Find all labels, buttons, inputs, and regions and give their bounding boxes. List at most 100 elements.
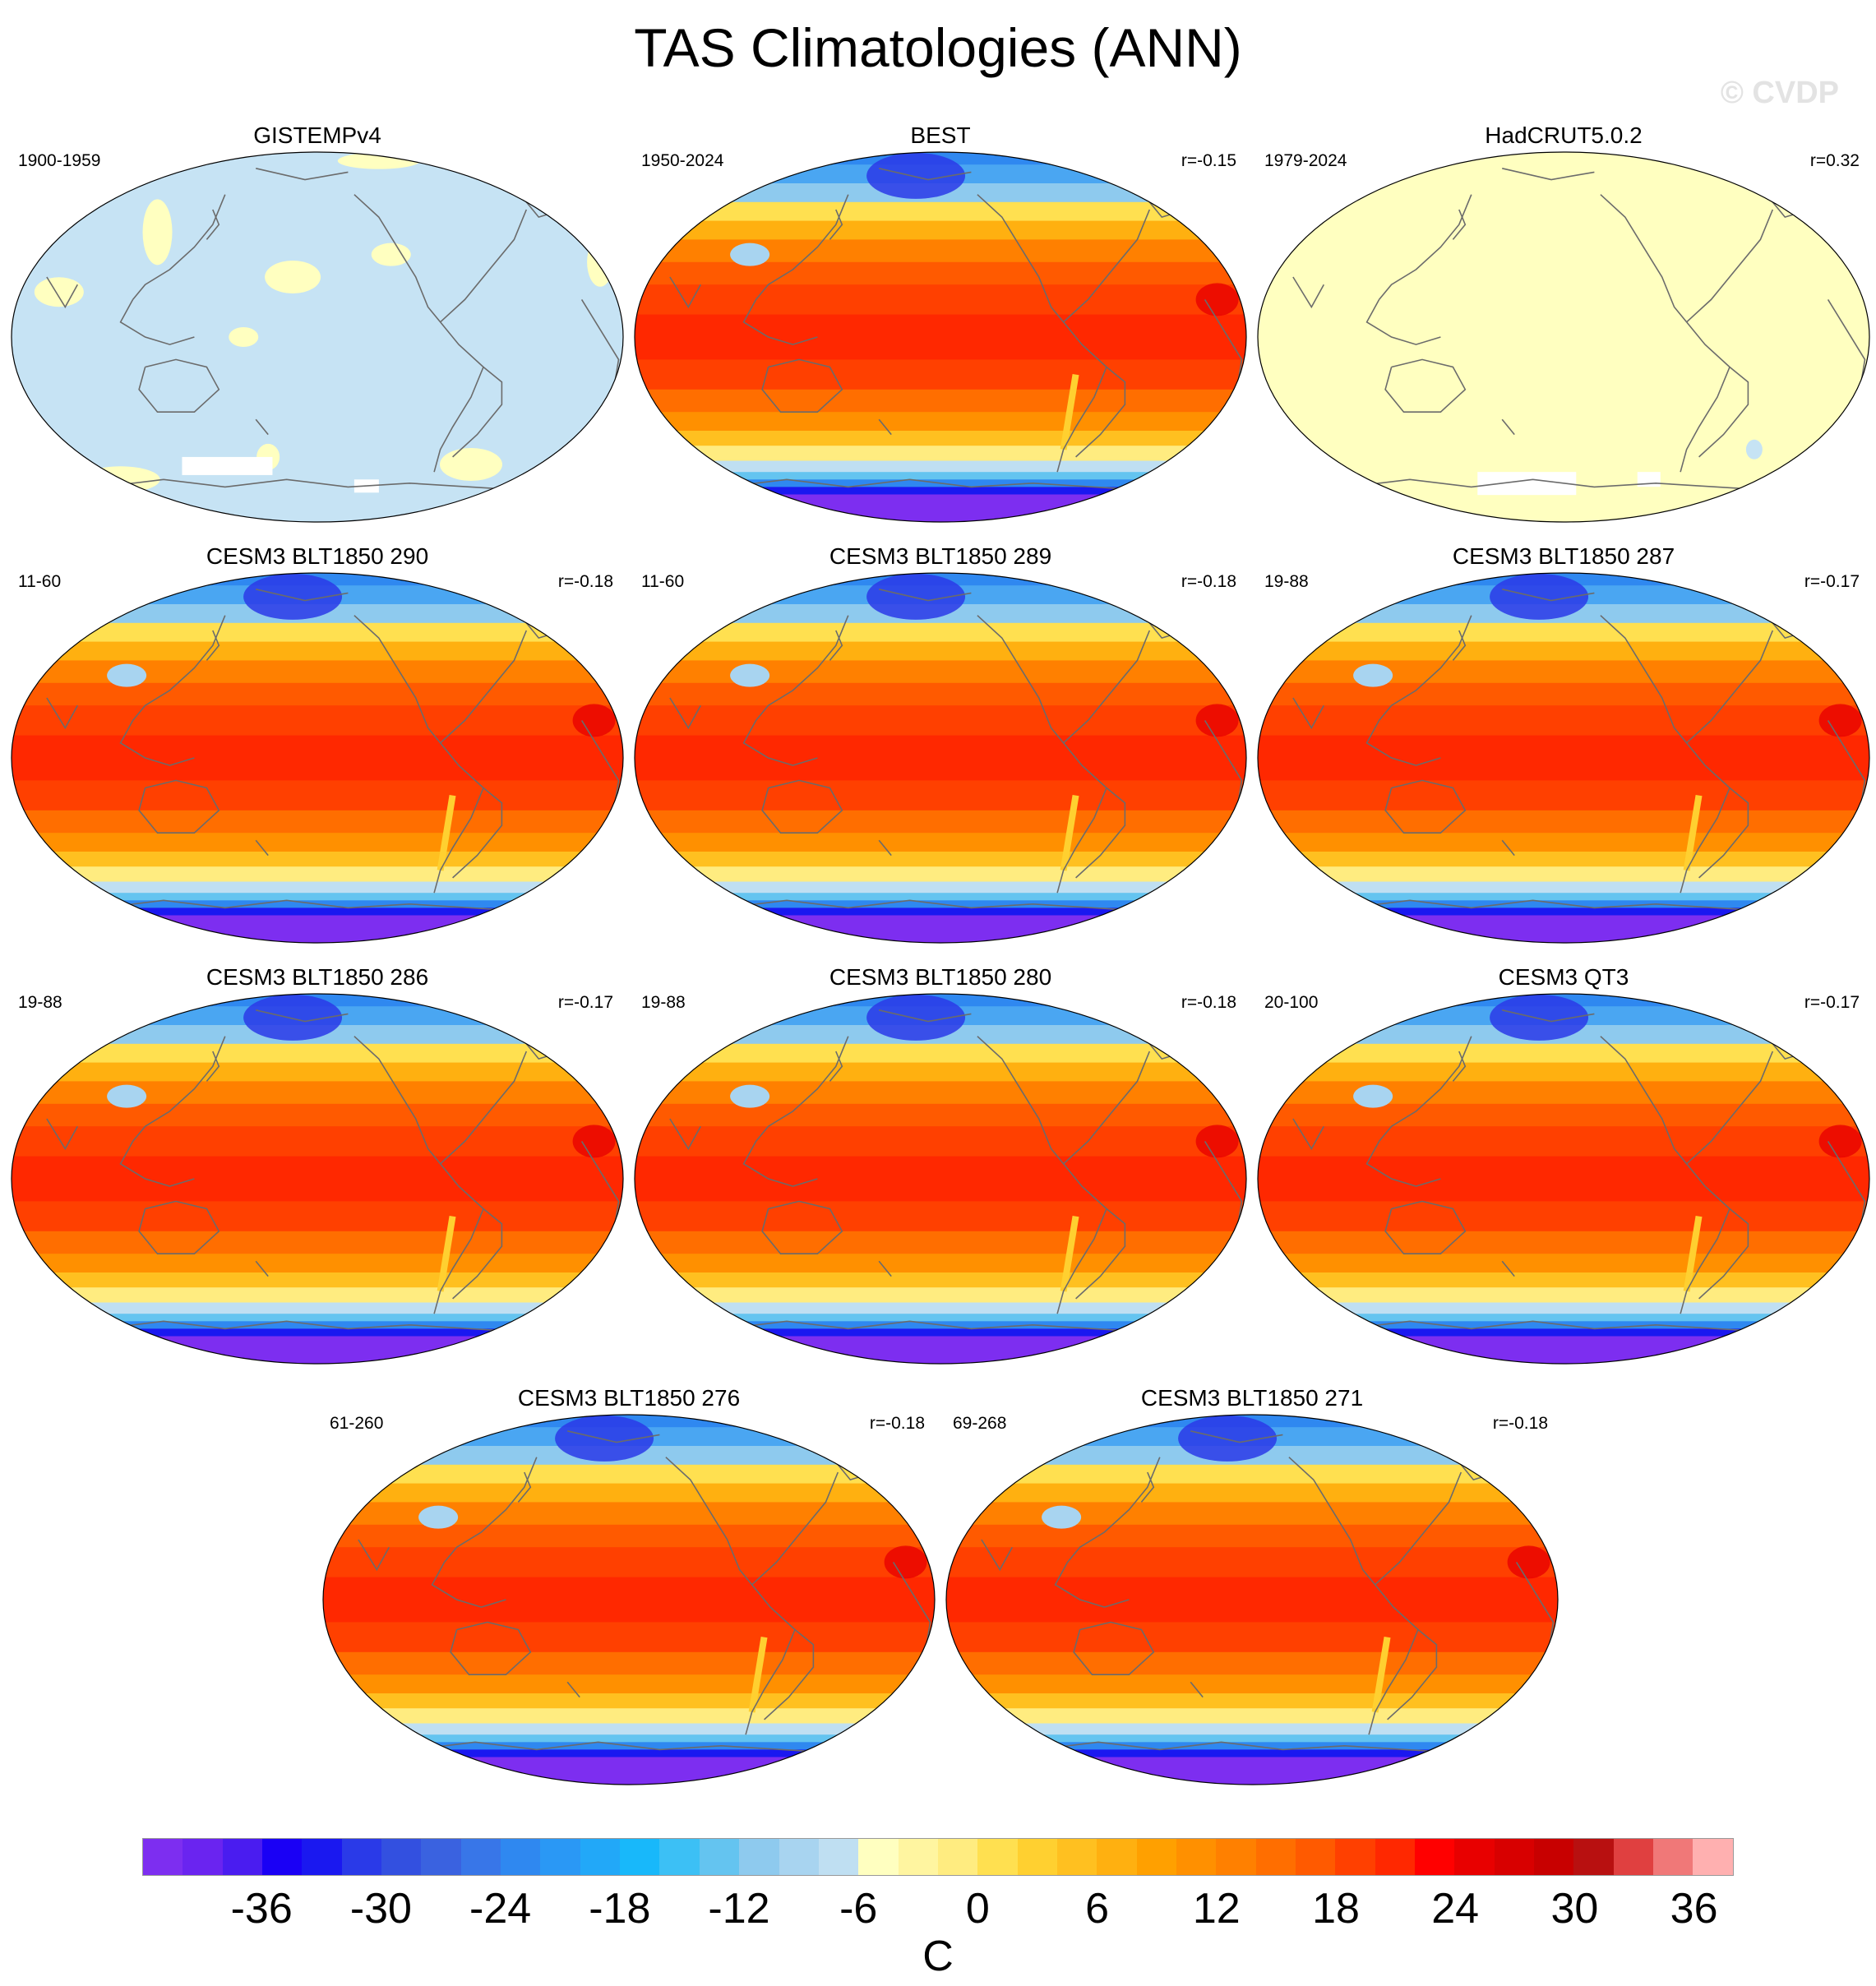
coastline	[1348, 899, 1779, 912]
coastline	[1056, 1163, 1107, 1314]
colorbar-swatch	[1653, 1839, 1693, 1875]
colorbar-swatch	[1534, 1839, 1574, 1875]
coastline	[1063, 630, 1151, 744]
coastline	[665, 1457, 753, 1586]
coastline	[443, 1457, 538, 1563]
coastline	[1686, 630, 1774, 744]
coastline	[1698, 1208, 1749, 1300]
colorbar-swatch	[937, 1839, 978, 1875]
colorbar-swatch	[1176, 1839, 1217, 1875]
coastline	[206, 630, 220, 661]
map	[945, 1414, 1559, 1785]
coastline	[433, 321, 484, 473]
colorbar-swatch	[143, 1839, 183, 1875]
coastline	[1501, 1260, 1515, 1277]
map	[322, 1414, 936, 1785]
coastline	[1378, 1036, 1472, 1142]
colorbar-swatch	[898, 1839, 938, 1875]
colorbar-units: C	[922, 1933, 954, 1980]
coastline	[440, 1051, 528, 1165]
panel-period: 1950-2024	[641, 151, 724, 170]
coastline	[742, 299, 818, 345]
coastline	[755, 1036, 849, 1142]
coastline	[452, 1208, 503, 1300]
coastline	[358, 1539, 390, 1572]
coastline	[1075, 1208, 1126, 1300]
map	[11, 572, 624, 944]
colorbar-tick-label: 0	[965, 1885, 990, 1933]
colorbar-swatch	[1136, 1839, 1176, 1875]
coastline	[1063, 209, 1151, 323]
coastline	[1365, 720, 1441, 766]
colorbar-tick-label: 18	[1312, 1885, 1360, 1933]
coastline	[1140, 1471, 1155, 1503]
colorbar-swatch	[1216, 1839, 1256, 1875]
colorbar-tick-label: 30	[1550, 1885, 1599, 1933]
coastline	[255, 1260, 269, 1277]
coastline	[414, 1741, 844, 1754]
colorbar-swatch	[222, 1839, 263, 1875]
colorbar-swatch	[381, 1839, 422, 1875]
coastline	[1384, 1200, 1467, 1255]
map-panel: CESM3 BLT1850 290 11-60 r=-0.18	[10, 543, 625, 945]
map-outline	[11, 151, 624, 523]
map-outline	[634, 993, 1247, 1365]
colorbar-swatch	[501, 1839, 541, 1875]
coastline	[1501, 839, 1515, 857]
panel-period: 20-100	[1264, 993, 1319, 1012]
map-panel: CESM3 QT3 20-100 r=-0.17	[1256, 963, 1871, 1366]
map-outline	[11, 993, 624, 1365]
coastline	[138, 779, 220, 834]
coastline	[353, 1036, 441, 1165]
coastline	[1502, 168, 1595, 181]
coastline	[1066, 1457, 1161, 1563]
coastline	[1190, 1681, 1204, 1698]
coastline	[138, 1200, 220, 1255]
panel-period: 11-60	[18, 572, 62, 591]
colorbar-swatch	[262, 1839, 303, 1875]
panel-correlation: r=-0.18	[1181, 993, 1236, 1012]
coastline	[132, 1036, 226, 1142]
panel-correlation: r=-0.15	[1181, 151, 1236, 170]
coastline	[102, 478, 533, 492]
coastline	[1288, 1457, 1376, 1586]
coastline	[255, 839, 269, 857]
colorbar-swatch	[1693, 1839, 1733, 1875]
colorbar-swatch	[580, 1839, 621, 1875]
panel-period: 1900-1959	[18, 151, 101, 170]
map-panel: CESM3 BLT1850 286 19-88 r=-0.17	[10, 963, 625, 1366]
panel-title: BEST	[910, 122, 971, 148]
coastline	[742, 720, 818, 766]
map-outline	[322, 1414, 936, 1785]
coastline	[1073, 1621, 1155, 1676]
coastline	[1600, 194, 1688, 323]
coastline	[878, 839, 892, 857]
coastline	[725, 899, 1156, 912]
coastline	[102, 1320, 533, 1333]
coastline	[1600, 1036, 1688, 1165]
coastline	[1056, 321, 1107, 473]
panel-title: GISTEMPv4	[253, 122, 381, 148]
colorbar-swatch	[1613, 1839, 1654, 1875]
colorbar-swatch	[699, 1839, 740, 1875]
coastline	[745, 1584, 796, 1735]
colorbar-swatch	[1375, 1839, 1415, 1875]
panel-correlation: r=-0.17	[557, 993, 613, 1012]
coastline	[879, 589, 972, 602]
colorbar-swatch	[1494, 1839, 1535, 1875]
colorbar-swatch	[858, 1839, 899, 1875]
coastline	[452, 366, 503, 458]
coastline	[46, 1118, 79, 1151]
colorbar-swatch	[1335, 1839, 1375, 1875]
coastline	[46, 697, 79, 730]
panel-title: CESM3 BLT1850 271	[1140, 1385, 1364, 1411]
coastline	[1075, 366, 1126, 458]
coastline	[1384, 779, 1467, 834]
map-field	[1258, 994, 1869, 1364]
panel-period: 19-88	[641, 993, 686, 1012]
map	[11, 993, 624, 1365]
coastline	[119, 720, 195, 766]
map	[1257, 993, 1870, 1365]
colorbar-tick-label: -24	[469, 1885, 532, 1933]
coastline	[1698, 366, 1749, 458]
